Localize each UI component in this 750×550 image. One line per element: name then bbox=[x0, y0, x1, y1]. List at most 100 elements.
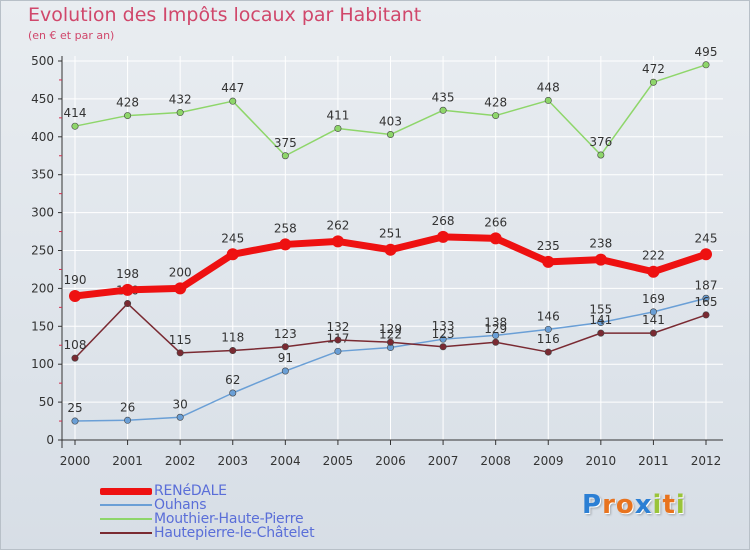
data-point bbox=[124, 112, 132, 120]
x-tick-label: 2000 bbox=[60, 454, 91, 468]
data-point bbox=[649, 329, 657, 337]
data-label: 118 bbox=[221, 331, 244, 345]
x-tick-label: 2004 bbox=[270, 454, 301, 468]
data-point bbox=[124, 300, 132, 308]
data-point bbox=[174, 282, 187, 295]
y-tick-label: 200 bbox=[31, 281, 54, 295]
data-label: 129 bbox=[484, 322, 507, 336]
data-point bbox=[439, 335, 447, 343]
data-point bbox=[647, 265, 660, 278]
brand-letter: x bbox=[634, 490, 653, 520]
x-tick-label: 2008 bbox=[480, 454, 511, 468]
data-label: 245 bbox=[221, 231, 244, 245]
data-label: 375 bbox=[274, 136, 297, 150]
data-label: 115 bbox=[169, 333, 192, 347]
y-tick-label: 500 bbox=[31, 54, 54, 68]
data-point bbox=[649, 308, 657, 316]
x-tick-label: 2002 bbox=[165, 454, 196, 468]
data-label: 129 bbox=[379, 322, 402, 336]
legend-label: Mouthier-Haute-Pierre bbox=[154, 511, 304, 527]
data-label: 414 bbox=[64, 106, 87, 120]
data-point bbox=[542, 255, 555, 268]
legend-label: Hautepierre-le-Châtelet bbox=[154, 525, 315, 541]
data-label: 169 bbox=[642, 292, 665, 306]
data-point bbox=[279, 238, 292, 251]
data-label: 435 bbox=[432, 90, 455, 104]
data-point bbox=[121, 283, 134, 296]
data-label: 138 bbox=[484, 315, 507, 329]
brand-letter: t bbox=[662, 490, 676, 520]
y-tick-label: 50 bbox=[39, 395, 54, 409]
brand-letter: o bbox=[615, 490, 635, 520]
data-point bbox=[439, 343, 447, 351]
data-label: 262 bbox=[326, 218, 349, 232]
data-point bbox=[492, 338, 500, 346]
data-point bbox=[649, 78, 657, 86]
data-label: 495 bbox=[695, 45, 718, 59]
brand-letter: i bbox=[675, 490, 686, 520]
data-label: 141 bbox=[589, 313, 612, 327]
data-point bbox=[281, 367, 289, 375]
data-label: 238 bbox=[589, 237, 612, 251]
data-point bbox=[544, 96, 552, 104]
data-point bbox=[229, 347, 237, 355]
data-point bbox=[544, 325, 552, 333]
data-label: 411 bbox=[326, 108, 349, 122]
brand-letter: i bbox=[652, 490, 663, 520]
data-label: 198 bbox=[116, 267, 139, 281]
data-label: 132 bbox=[326, 320, 349, 334]
data-point bbox=[489, 232, 502, 245]
data-point bbox=[700, 248, 712, 261]
data-point bbox=[229, 389, 237, 397]
data-label: 122 bbox=[379, 328, 402, 342]
data-label: 447 bbox=[221, 81, 244, 95]
data-label: 26 bbox=[120, 400, 135, 414]
data-label: 235 bbox=[537, 239, 560, 253]
data-label: 123 bbox=[432, 327, 455, 341]
data-point bbox=[229, 97, 237, 105]
y-tick-label: 250 bbox=[31, 244, 54, 258]
data-point bbox=[702, 294, 710, 302]
legend-swatch bbox=[100, 532, 152, 534]
y-tick-label: 150 bbox=[31, 319, 54, 333]
data-point bbox=[176, 413, 184, 421]
brand-letter: r bbox=[602, 490, 616, 520]
data-point bbox=[492, 331, 500, 339]
data-label: 251 bbox=[379, 227, 402, 241]
data-label: 266 bbox=[484, 215, 507, 229]
legend-label: Ouhans bbox=[154, 497, 207, 513]
data-point bbox=[594, 253, 607, 266]
data-point bbox=[597, 151, 605, 159]
data-point bbox=[71, 417, 79, 425]
data-point bbox=[176, 109, 184, 117]
data-point bbox=[386, 131, 394, 139]
data-label: 268 bbox=[432, 214, 455, 228]
x-tick-label: 2009 bbox=[533, 454, 564, 468]
data-point bbox=[386, 338, 394, 346]
x-tick-label: 2007 bbox=[428, 454, 459, 468]
data-point bbox=[597, 329, 605, 337]
data-label: 258 bbox=[274, 221, 297, 235]
data-point bbox=[71, 122, 79, 130]
data-label: 376 bbox=[589, 135, 612, 149]
data-point bbox=[226, 248, 239, 261]
x-tick-label: 2005 bbox=[323, 454, 354, 468]
x-tick-label: 2010 bbox=[586, 454, 617, 468]
proxiti-logo: Proxiti bbox=[582, 490, 686, 520]
data-point bbox=[124, 416, 132, 424]
data-point bbox=[702, 311, 710, 319]
x-tick-label: 2011 bbox=[638, 454, 669, 468]
data-point bbox=[331, 235, 344, 248]
y-tick-label: 350 bbox=[31, 168, 54, 182]
data-point bbox=[69, 289, 81, 302]
y-tick-label: 450 bbox=[31, 92, 54, 106]
data-point bbox=[437, 230, 450, 243]
data-label: 141 bbox=[642, 313, 665, 327]
data-label: 108 bbox=[64, 338, 87, 352]
brand-letter: P bbox=[582, 490, 603, 520]
data-label: 165 bbox=[695, 295, 718, 309]
x-tick-label: 2012 bbox=[691, 454, 722, 468]
data-point bbox=[281, 343, 289, 351]
data-point bbox=[281, 152, 289, 160]
